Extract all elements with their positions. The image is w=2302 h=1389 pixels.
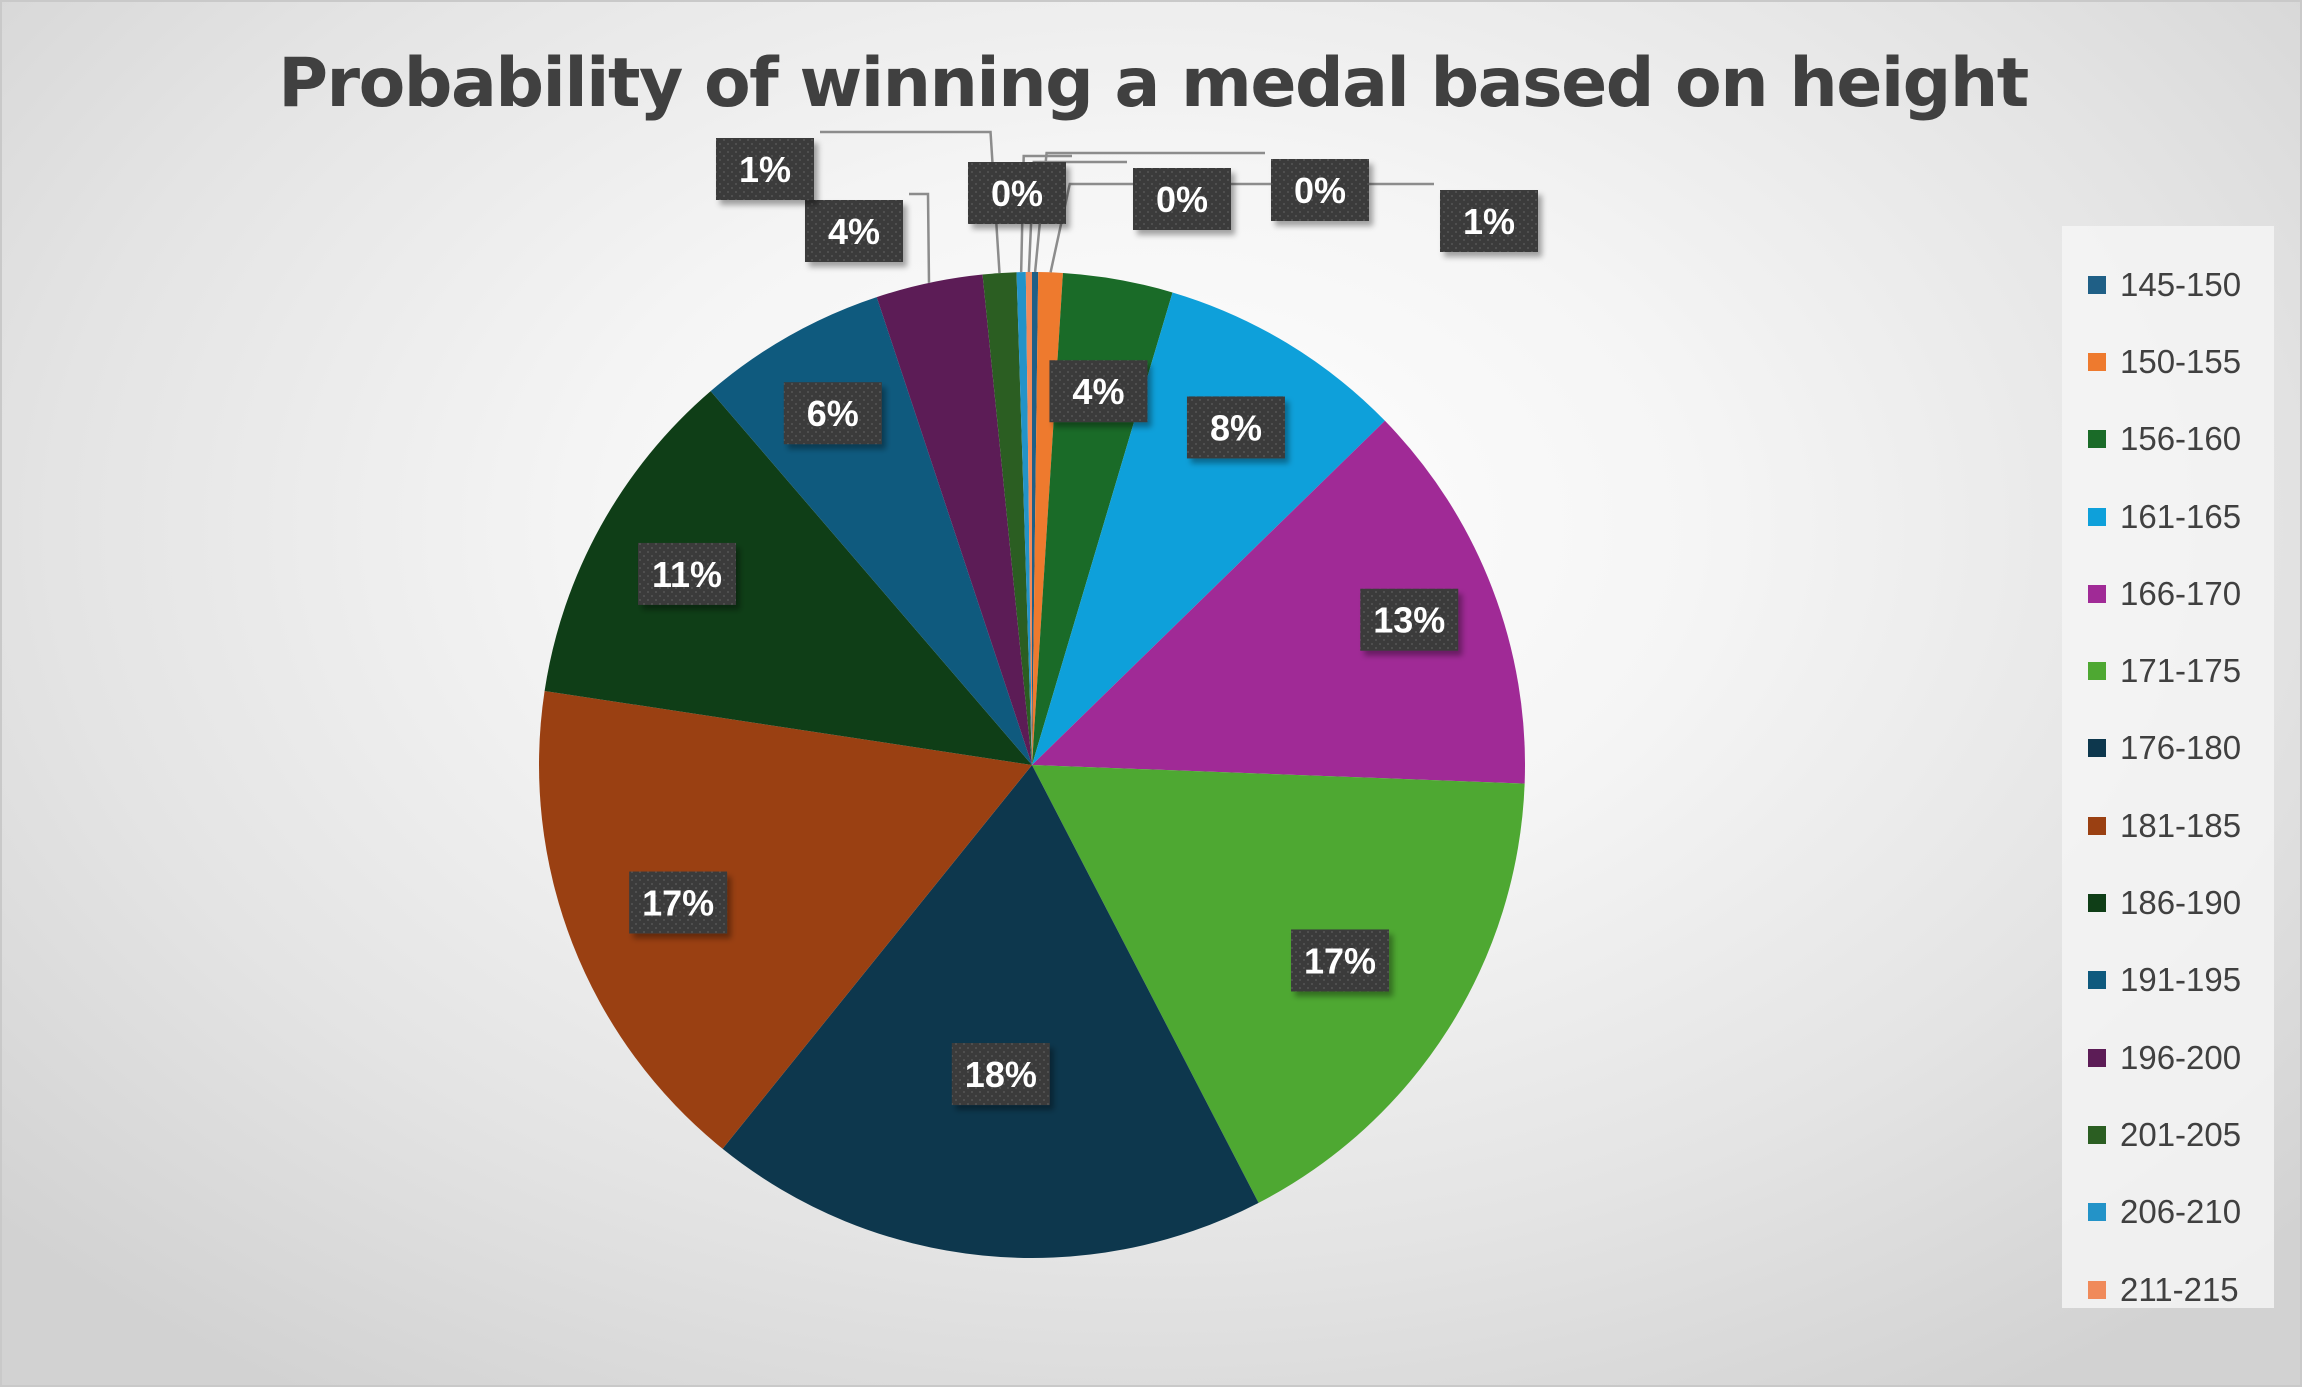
svg-text:0%: 0% bbox=[991, 173, 1043, 214]
leader-line-201-205 bbox=[820, 130, 1001, 274]
legend-swatch bbox=[2088, 430, 2106, 449]
pie-slice-161-165 bbox=[1032, 292, 1385, 765]
legend-item-145-150: 145-150 bbox=[2062, 246, 2274, 323]
legend-item-211-215: 211-215 bbox=[2062, 1251, 2274, 1328]
pie-slice-211-215 bbox=[1025, 272, 1032, 765]
legend-item-166-170: 166-170 bbox=[2062, 555, 2274, 632]
svg-text:18%: 18% bbox=[965, 1054, 1037, 1095]
data-label-156-160: 4% bbox=[1049, 360, 1148, 423]
legend-label: 191-195 bbox=[2120, 961, 2242, 999]
leader-line-145-150 bbox=[1033, 151, 1265, 273]
chart-title: Probability of winning a medal based on … bbox=[278, 44, 2029, 123]
pie-slice-171-175 bbox=[1032, 765, 1525, 1203]
data-label-201-205: 1% bbox=[716, 138, 814, 200]
legend-item-206-210: 206-210 bbox=[2062, 1174, 2274, 1251]
data-label-206-210: 0% bbox=[968, 162, 1066, 224]
legend-swatch bbox=[2088, 662, 2106, 681]
legend-item-196-200: 196-200 bbox=[2062, 1019, 2274, 1096]
svg-text:4%: 4% bbox=[1072, 371, 1124, 412]
legend-swatch bbox=[2088, 1048, 2106, 1067]
pie-slice-176-180 bbox=[722, 765, 1259, 1258]
legend-swatch bbox=[2088, 894, 2106, 913]
pie-slice-201-205 bbox=[982, 272, 1032, 765]
legend-item-150-155: 150-155 bbox=[2062, 323, 2274, 400]
legend-label: 176-180 bbox=[2120, 729, 2242, 767]
legend-label: 145-150 bbox=[2120, 265, 2242, 303]
pie-slice-166-170 bbox=[1032, 420, 1525, 784]
legend-label: 206-210 bbox=[2120, 1193, 2242, 1231]
legend-item-181-185: 181-185 bbox=[2062, 787, 2274, 864]
legend-label: 161-165 bbox=[2120, 497, 2242, 535]
leader-line-196-200 bbox=[909, 192, 931, 283]
svg-text:11%: 11% bbox=[652, 554, 722, 595]
legend-label: 196-200 bbox=[2120, 1038, 2242, 1076]
pie-slice-196-200 bbox=[876, 274, 1032, 765]
legend-label: 211-215 bbox=[2120, 1270, 2239, 1308]
legend: 145-150 150-155 156-160 161-165 166-170 171-1… bbox=[2062, 226, 2274, 1308]
legend-swatch bbox=[2088, 1125, 2106, 1144]
legend-swatch bbox=[2088, 1280, 2106, 1299]
svg-text:17%: 17% bbox=[1304, 940, 1376, 981]
svg-text:0%: 0% bbox=[1156, 179, 1208, 220]
pie-slice-145-150 bbox=[1032, 272, 1039, 765]
data-label-171-175: 17% bbox=[1291, 929, 1390, 992]
legend-swatch bbox=[2088, 584, 2106, 603]
legend-item-201-205: 201-205 bbox=[2062, 1096, 2274, 1173]
legend-label: 181-185 bbox=[2120, 806, 2242, 844]
legend-item-171-175: 171-175 bbox=[2062, 632, 2274, 709]
legend-item-156-160: 156-160 bbox=[2062, 401, 2274, 478]
data-label-145-150: 0% bbox=[1271, 159, 1369, 221]
legend-label: 201-205 bbox=[2120, 1115, 2242, 1153]
pie-slice-181-185 bbox=[538, 690, 1032, 1149]
legend-label: 171-175 bbox=[2120, 652, 2242, 690]
data-label-196-200: 4% bbox=[805, 200, 903, 262]
data-label-150-155: 1% bbox=[1440, 190, 1538, 252]
leader-line-206-210 bbox=[1019, 154, 1072, 273]
legend-item-161-165: 161-165 bbox=[2062, 478, 2274, 555]
leader-line-150-155 bbox=[1049, 182, 1434, 273]
data-label-176-180: 18% bbox=[951, 1043, 1050, 1106]
svg-text:1%: 1% bbox=[739, 149, 791, 190]
legend-label: 150-155 bbox=[2120, 342, 2242, 380]
legend-swatch bbox=[2088, 507, 2106, 526]
svg-text:8%: 8% bbox=[1210, 407, 1262, 448]
data-label-181-185: 17% bbox=[629, 871, 728, 934]
data-label-186-190: 11% bbox=[637, 542, 736, 605]
data-label-211-215: 0% bbox=[1133, 168, 1231, 230]
data-label-166-170: 13% bbox=[1360, 588, 1459, 651]
legend-label: 186-190 bbox=[2120, 884, 2242, 922]
svg-text:6%: 6% bbox=[807, 393, 859, 434]
legend-swatch bbox=[2088, 352, 2106, 371]
data-label-161-165: 8% bbox=[1186, 396, 1285, 459]
svg-text:4%: 4% bbox=[828, 211, 880, 252]
legend-swatch bbox=[2088, 816, 2106, 835]
legend-label: 166-170 bbox=[2120, 574, 2242, 612]
legend-swatch bbox=[2088, 739, 2106, 758]
legend-swatch bbox=[2088, 1203, 2106, 1222]
legend-item-186-190: 186-190 bbox=[2062, 864, 2274, 941]
legend-item-191-195: 191-195 bbox=[2062, 942, 2274, 1019]
pie-slice-206-210 bbox=[1016, 272, 1032, 765]
legend-swatch bbox=[2088, 275, 2106, 294]
legend-label: 156-160 bbox=[2120, 420, 2242, 458]
svg-text:1%: 1% bbox=[1463, 201, 1515, 242]
legend-item-176-180: 176-180 bbox=[2062, 710, 2274, 787]
svg-text:0%: 0% bbox=[1294, 170, 1346, 211]
svg-text:13%: 13% bbox=[1373, 600, 1445, 641]
pie-slice-186-190 bbox=[544, 391, 1032, 765]
data-label-191-195: 6% bbox=[783, 382, 882, 445]
legend-swatch bbox=[2088, 971, 2106, 990]
svg-text:17%: 17% bbox=[642, 883, 714, 924]
